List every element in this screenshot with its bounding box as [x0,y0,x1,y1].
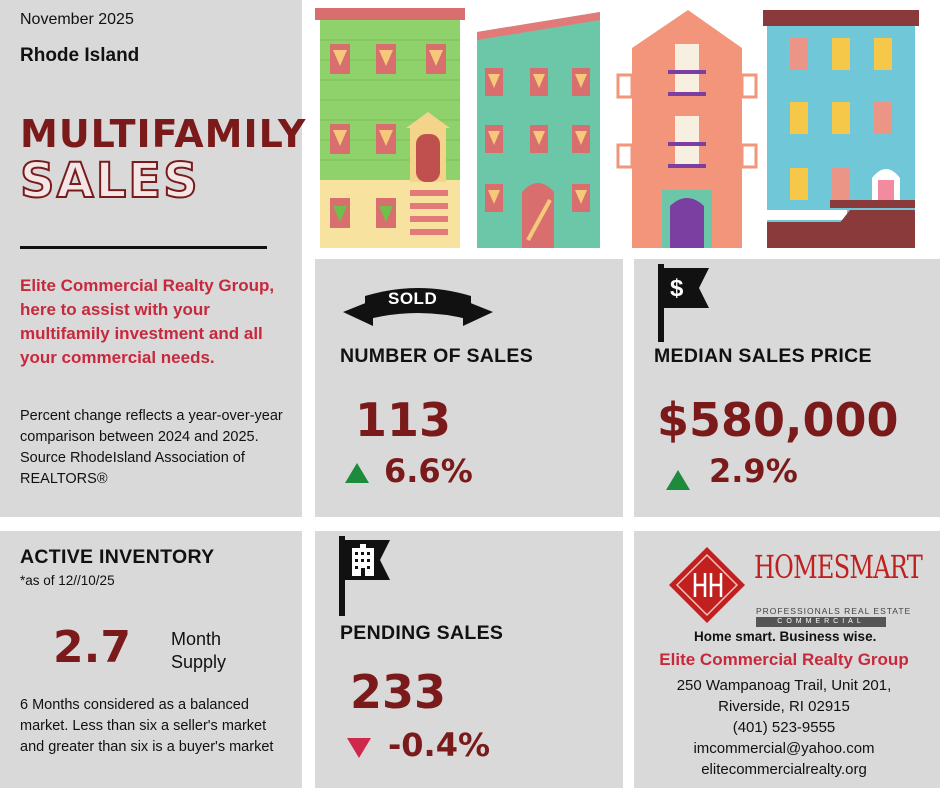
website-link[interactable]: elitecommercialrealty.org [701,761,867,778]
salmon-building-icon [616,10,758,248]
teal-building-icon [477,12,600,248]
pending-sales-value: 233 [350,665,447,719]
brand-tagline: Home smart. Business wise. [694,629,877,644]
dollar-symbol: $ [670,275,684,302]
number-of-sales-heading: NUMBER OF SALES [340,345,534,367]
median-price-change: 2.9% [709,452,798,490]
active-inventory-heading: ACTIVE INVENTORY [20,546,215,568]
active-inventory-panel [0,531,302,788]
address-line1: 250 Wampanoag Trail, Unit 201, [676,677,892,694]
company-name: Elite Commercial Realty Group [659,650,909,669]
homesmart-logo-icon [669,547,745,623]
intro-text: Elite Commercial Realty Group, here to a… [20,276,275,367]
email-link[interactable]: imcommercial@yahoo.com [693,740,875,757]
up-arrow-icon [345,463,369,483]
pending-sales-change: -0.4% [388,726,491,764]
number-of-sales-change: 6.6% [384,452,473,490]
median-price-heading: MEDIAN SALES PRICE [654,345,872,367]
inventory-unit-line2: Supply [171,652,227,672]
number-of-sales-value: 113 [355,393,452,447]
buildings-illustration [315,8,919,248]
phone-number[interactable]: (401) 523-9555 [732,719,836,736]
sold-label: SOLD [388,289,438,308]
logo-name: HOMESMART [754,548,923,586]
inventory-asof: *as of 12//10/25 [20,573,115,588]
green-building-icon [315,8,465,248]
logo-sub1: PROFESSIONALS REAL ESTATE [756,606,912,616]
blue-building-icon [763,10,919,248]
inventory-note: 6 Months considered as a balanced market… [20,697,274,755]
median-price-value: $580,000 [657,393,899,447]
title-line1: MULTIFAMILY [20,112,307,156]
title-line2: SALES [19,152,200,210]
intro-panel [0,0,302,517]
down-arrow-icon [347,738,371,758]
pending-sales-heading: PENDING SALES [340,622,504,644]
dollar-flag-icon [658,264,709,342]
title-divider [20,246,267,249]
logo-sub2: COMMERCIAL [756,617,886,627]
up-arrow-icon [666,470,690,490]
building-flag-icon [339,536,390,616]
report-date: November 2025 [20,11,134,28]
inventory-unit-line1: Month [171,629,222,649]
sold-banner-icon [343,288,493,326]
inventory-value: 2.7 [53,622,131,673]
region-label: Rhode Island [20,45,140,66]
address-line2: Riverside, RI 02915 [718,698,850,715]
source-note: Percent change reflects a year-over-year… [20,408,283,487]
